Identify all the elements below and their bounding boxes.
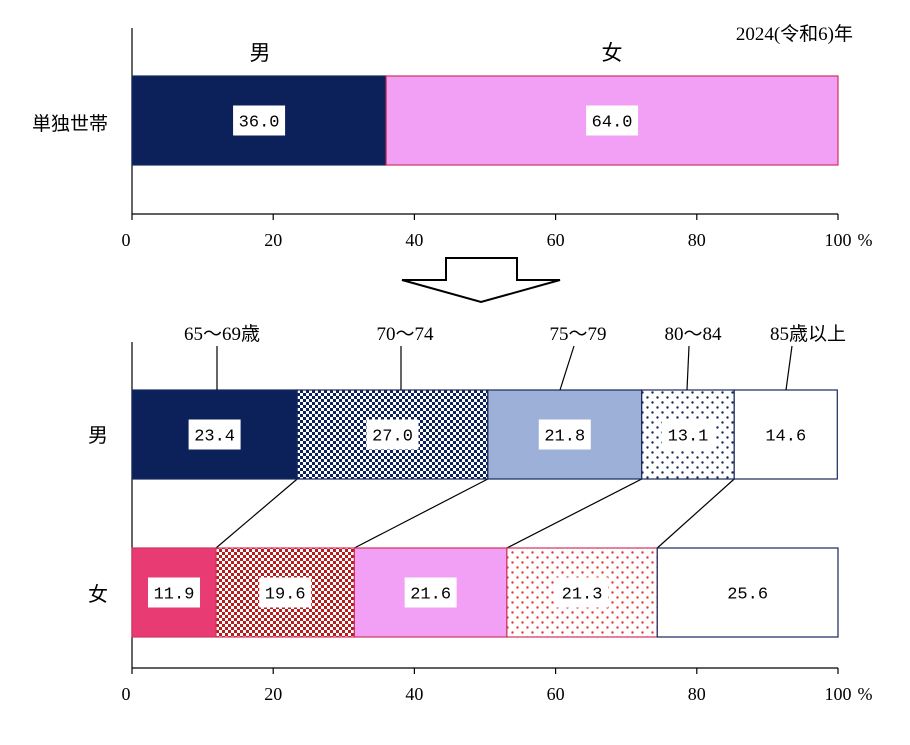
down-arrow-icon [401,257,561,304]
bar-female-age-4-label-box [721,577,774,608]
bar-male-age-3-label: 13.1 [668,428,709,447]
chart2-tick-label: 80 [688,684,706,704]
bar-female-age-3-label: 21.3 [562,586,603,605]
leader-line-85-over [785,345,793,391]
bar-female-age-1-label-box [259,577,312,608]
chart1-tick-label: 20 [264,230,282,250]
legend-age-70-74: 70〜74 [376,324,434,345]
bar-male-age-1-label: 27.0 [372,428,413,447]
legend-age-65-69: 65〜69歳 [184,323,260,345]
chart-age-by-sex: 23.4 27.0 21.8 13.1 14.6 11.9 19.6 21.6 21.3 25.6… [88,323,873,704]
bar-single-household-male-label: 36.0 [239,114,280,133]
bar-female-age-0-label-box [148,577,201,608]
bar-female-age-3-label-box [556,577,609,608]
connector-line [354,478,489,549]
chart2-tick-label: 40 [405,684,423,704]
chart2-tick-label: 100 [825,684,852,704]
legend-label-female: 女 [602,41,623,65]
legend-age-80-84: 80〜84 [664,324,722,345]
year-note: 2024(令和6)年 [736,23,853,45]
bar-single-household-female-label-box [586,105,639,136]
chart2-tick-label: 20 [264,684,282,704]
bar-female-age-1-label: 19.6 [265,586,306,605]
bar-single-household-male-label-box [233,105,286,136]
chart1-percent-unit: % [858,230,873,250]
bar-male-age-2-label-box [538,419,591,450]
chart1-tick-label: 0 [122,230,131,250]
chart2-tick-label: 60 [547,684,565,704]
chart-single-household: 36.0 64.0 0 20 40 60 80 100% 単独世帯 男 女 [32,28,873,250]
bar-male-age-2-label: 21.8 [544,428,585,447]
category-label-male: 男 [88,425,108,447]
bar-female-age-0-label: 11.9 [154,586,195,605]
connector-line [656,478,735,549]
bar-single-household-female-label: 64.0 [592,114,633,133]
bar-female-age-2-label-box [404,577,457,608]
chart2-tick-label: 0 [122,684,131,704]
chart1-tick-label: 40 [405,230,423,250]
category-label-female: 女 [88,583,108,606]
chart1-tick-label: 60 [547,230,565,250]
bar-male-age-1-label-box [366,419,419,450]
bar-male-age-0-label-box [188,419,241,450]
bar-female-age-2-label: 21.6 [410,586,451,605]
legend-age-75-79: 75〜79 [549,324,606,345]
bar-male-age-4-label: 14.6 [765,428,806,447]
bar-male-age-3-label-box [661,419,714,450]
bar-male-age-4-label-box [759,419,812,450]
leader-line-80-84 [686,345,690,391]
category-label-single-household: 単独世帯 [32,113,108,135]
legend-age-85-over: 85歳以上 [770,323,846,345]
legend-label-male: 男 [250,41,271,65]
leader-line-75-79 [559,345,575,391]
chart1-tick-label: 100 [825,230,852,250]
bar-female-age-4-label: 25.6 [727,586,768,605]
connector-line [506,478,643,549]
connector-line [215,478,298,549]
bar-male-age-0-label: 23.4 [194,428,235,447]
chart1-tick-label: 80 [688,230,706,250]
chart2-percent-unit: % [858,684,873,704]
